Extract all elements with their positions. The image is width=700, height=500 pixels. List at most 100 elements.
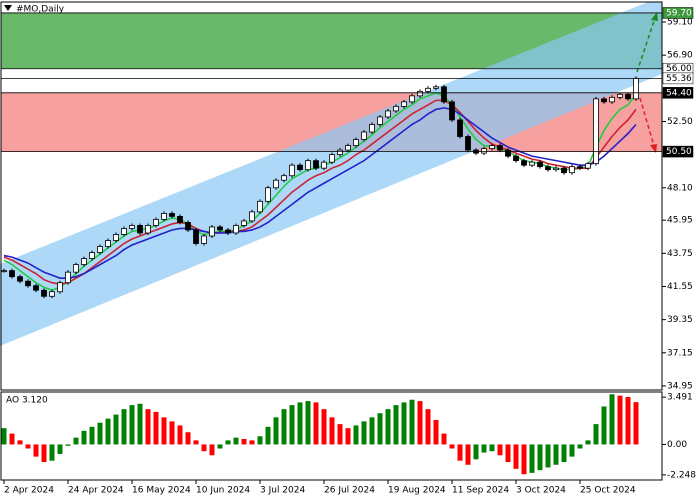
ao-bar [65,444,71,446]
ao-bar [633,402,639,445]
level-label: 50.50 [666,147,692,157]
candle [305,160,311,171]
candle [417,90,423,97]
ao-bar [553,444,559,465]
ao-bar [145,409,151,445]
candle [377,116,383,125]
candle [41,289,47,297]
candle [361,131,367,140]
candle [457,119,463,137]
ao-bar [425,409,431,445]
candle [385,110,391,118]
candle [265,187,271,202]
candle [145,225,151,234]
ao-bar [201,444,207,452]
ao-bar [577,444,583,449]
ao-bar [233,437,239,445]
candle [81,258,87,266]
ao-bar [257,436,263,445]
candle [105,240,111,247]
ao-bar [361,421,367,445]
ao-bar [521,444,527,475]
ao-bar [417,401,423,445]
candle [289,164,295,177]
candle [633,77,639,100]
ao-bar [25,444,31,449]
ao-bar [121,409,127,445]
ao-bar [497,444,503,456]
candle [1,270,7,273]
candle [313,160,319,169]
ao-bar [545,444,551,468]
candle [257,200,263,213]
ao-bar [593,424,599,445]
ao-bar [385,409,391,445]
arrow-head [651,12,658,21]
ao-bar [569,444,575,457]
candle [121,228,127,235]
candle [249,211,255,222]
candle [297,164,303,171]
candle [409,95,415,103]
level-box [662,87,694,99]
ao-bar [105,418,111,445]
candle [513,155,519,162]
chart-title: #MO,Daily [16,5,65,15]
ao-bar [337,424,343,445]
candle [577,166,583,169]
y-tick-label: 43.75 [667,249,693,259]
ao-bar [369,417,375,445]
ao-bar [625,396,631,445]
candle [561,167,567,174]
candle [241,220,247,226]
ao-bar [73,437,79,445]
ao-bar [185,432,191,445]
ao-bar [321,409,327,445]
candle [545,166,551,171]
ao-bar [169,421,175,445]
candle [161,212,167,220]
arrow-head [650,144,657,153]
candle [345,145,351,151]
candle [97,246,103,253]
candle [9,270,15,278]
candle [433,86,439,89]
candle [225,229,231,234]
candle [625,93,631,100]
candle [217,226,223,231]
candle [137,225,143,234]
ao-bar [529,444,535,473]
x-tick-label: 2 Apr 2024 [4,486,54,496]
candle [129,225,135,229]
y-tick-label: 34.95 [667,381,693,391]
y-tick-label: 41.55 [667,282,693,292]
candle [593,98,599,165]
candle [425,87,431,92]
ao-bar [161,417,167,445]
ao-bar [609,394,615,445]
ao-bar [113,414,119,445]
y-tick-label: 56.90 [667,51,693,61]
ao-bar [457,444,463,461]
ao-bar [537,444,543,471]
x-tick-label: 25 Oct 2024 [580,486,636,496]
candle [497,145,503,151]
candle [33,285,39,291]
candle [617,93,623,98]
ao-bar [217,444,223,449]
ao-bar [401,402,407,445]
candle [553,167,559,171]
x-tick-label: 3 Jul 2024 [260,486,305,496]
moving-average [3,99,637,286]
ao-bar [33,444,39,457]
ao-bar [353,425,359,445]
ao-bar [273,417,279,445]
ao-bar [481,444,487,453]
ao-bar [193,440,199,445]
level-label: 54.40 [666,88,692,98]
candle [465,136,471,151]
x-tick-label: 3 Oct 2024 [516,486,566,496]
ao-bar [393,405,399,445]
level-label: 59.70 [666,8,692,18]
